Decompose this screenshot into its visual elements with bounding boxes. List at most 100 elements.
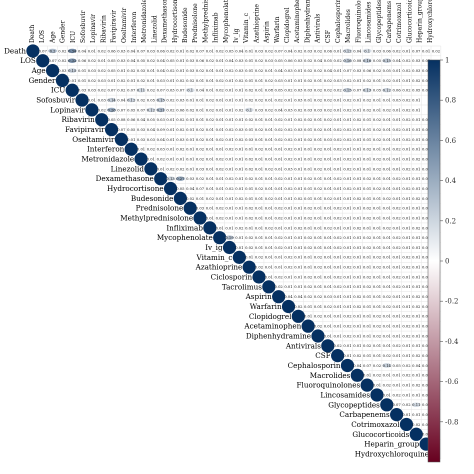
cell-value-label: 0.02 [304,236,312,240]
cell-value-label: 0.02 [294,305,302,309]
cell-value-label: 0.02 [166,167,174,171]
cell-value-label: 0.01 [206,89,214,93]
cell-value-label: 0.01 [393,334,401,338]
cell-value-label: 0.02 [186,49,194,53]
cell-value-label: 0.07 [393,403,402,407]
row-label: Infliximab [166,223,203,232]
cell-value-label: 0.01 [216,69,224,73]
legend-color-bar [427,59,441,463]
cell-value-label: 0.05 [176,187,185,191]
legend-tick-label: 0.6 [445,137,457,145]
cell-value-label: 0.02 [393,236,401,240]
cell-value-label: 0.02 [343,167,351,171]
cell-value-label: 0.02 [245,167,253,171]
top-axis-label: Dexamethasone [162,0,169,43]
cell-value-label: 0.04 [157,69,166,73]
cell-value-label: 0.01 [353,246,361,250]
row-label: Macrolides [310,371,351,380]
cell-value-label: 0.01 [363,157,371,161]
cell-value-label: 0.02 [324,89,332,93]
cell-value-label: 0.03 [176,138,185,142]
cell-value-label: 0.01 [206,187,214,191]
cell-value-label: 0.01 [225,197,233,201]
cell-value-label: 0.01 [275,266,283,270]
cell-value-label: 0.07 [48,59,57,63]
row-label: Clopidogrel [249,312,292,321]
cell-value-label: 0.03 [186,69,195,73]
cell-value-label: 0.01 [324,256,332,260]
cell-value-label: 0.01 [275,256,283,260]
cell-value-label: 0.01 [324,207,332,211]
cell-value-label: 0.05 [107,59,116,63]
top-axis-label: Sofosbuvir [80,10,87,43]
cell-value-label: 0.01 [402,246,410,250]
top-axis-label: Mycophenolate [223,0,230,43]
cell-value-label: 0.02 [383,354,391,358]
cell-value-label: 0.02 [393,216,401,220]
cell-value-label: 0.02 [294,118,302,122]
cell-value-label: 0.02 [58,49,66,53]
cell-value-label: 0.01 [373,344,381,348]
cell-value-label: 0.07 [137,108,146,112]
cell-value-label: 0.02 [383,108,391,112]
cell-value-label: 0.05 [127,128,136,132]
cell-value-label: 0.02 [206,108,214,112]
cell-value-label: 0.02 [284,138,292,142]
cell-value-label: 0.01 [393,256,401,260]
cell-value-label: 0.02 [235,108,243,112]
cell-value-label: 0.01 [402,413,410,417]
cell-value-label: 0.02 [255,128,263,132]
cell-value-label: 0.01 [412,216,420,220]
cell-value-label: 0.02 [353,118,361,122]
cell-value-label: 0.07 [275,49,284,53]
correlation-ellipse [107,97,116,103]
cell-value-label: 0.01 [334,315,342,319]
cell-value-label: 0.03 [235,69,244,73]
cell-value-label: 0.01 [166,118,174,122]
row-label: Warfarin [250,302,282,311]
cell-value-label: 0.01 [284,216,292,220]
legend-tick-label: 0.2 [445,217,456,225]
top-axis-label: Cephalosporin [335,0,342,43]
cell-value-label: 0.01 [206,148,214,152]
row-label: Vitamin_c [196,253,233,262]
top-axis-label: Vitamin_c [243,12,250,44]
cell-value-label: 0.02 [147,59,155,63]
cell-value-label: 0.01 [284,98,292,102]
cell-value-label: 0.01 [166,138,174,142]
cell-value-label: 0.01 [324,177,332,181]
cell-value-label: 0.01 [294,216,302,220]
cell-value-label: 0.01 [284,275,292,279]
row-label: Death [4,46,26,55]
row-label: Ribavirin [61,115,95,124]
cell-value-label: 0.12 [343,49,351,53]
cell-value-label: 0.02 [334,285,342,289]
cell-value-label: 0.05 [147,98,156,102]
cell-value-label: 0.02 [225,148,233,152]
cell-value-label: 0.01 [383,167,391,171]
row-label: Dexamethasone [96,174,154,183]
cell-value-label: 0.02 [373,187,381,191]
diagonal-circle [163,181,178,196]
cell-value-label: 0.16 [363,59,372,63]
row-label: Sofosbuvir [36,96,76,105]
cell-value-label: 0.01 [422,187,430,191]
cell-value-label: 0.01 [304,226,312,230]
cell-value-label: 0.01 [383,344,391,348]
cell-value-label: 0.01 [402,79,410,83]
cell-value-label: 0.01 [422,256,430,260]
cell-value-label: 0.02 [373,138,381,142]
cell-value-label: 0.02 [216,167,224,171]
top-axis-label: Carbapenems [386,1,393,43]
cell-value-label: 0.03 [98,98,107,102]
cell-value-label: 0.03 [88,69,97,73]
diagonal-circle [331,349,345,363]
cell-value-label: 0.01 [402,344,410,348]
cell-value-label: 0.06 [324,49,333,53]
cell-value-label: 0.03 [58,69,67,73]
cell-value-label: 0.01 [324,187,332,191]
legend-tick-label: -0.2 [445,298,459,306]
cell-value-label: 0.02 [166,69,174,73]
cell-value-label: 0.01 [393,226,401,230]
cell-value-label: 0.02 [373,69,381,73]
